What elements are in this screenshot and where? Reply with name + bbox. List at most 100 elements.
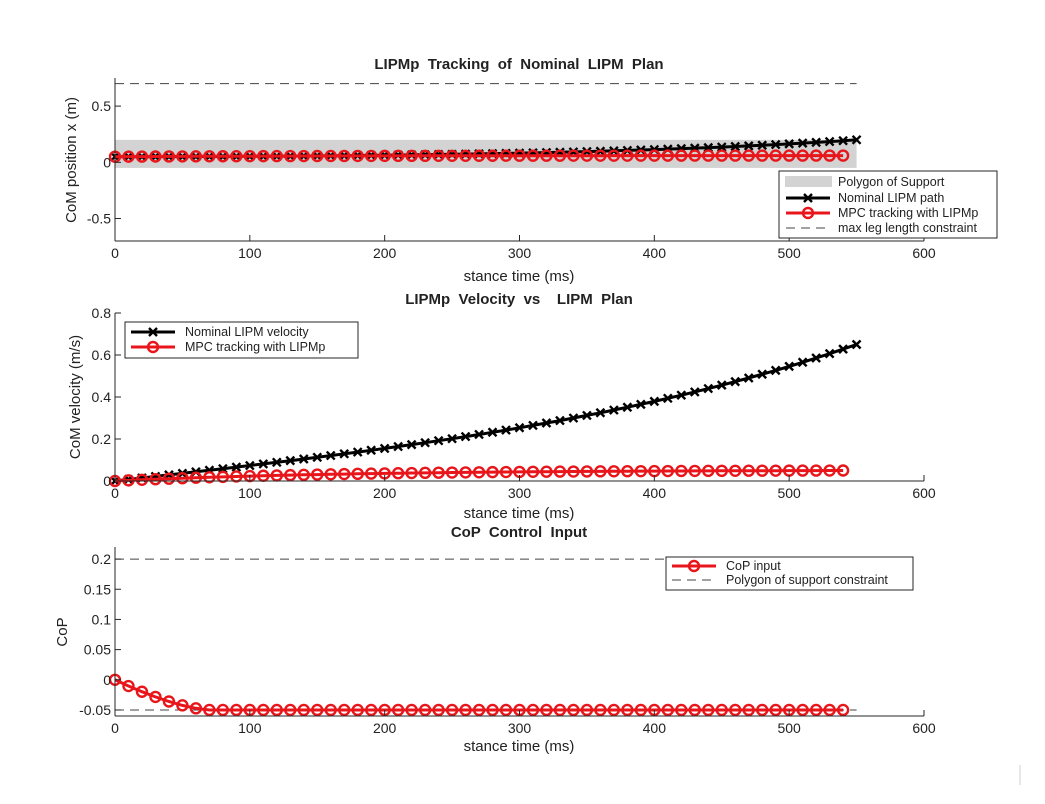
legend-marker-o	[687, 559, 701, 573]
data-point	[459, 703, 472, 717]
plot-area	[108, 83, 862, 242]
data-point	[702, 464, 715, 478]
data-point	[836, 703, 850, 717]
y-tick-label: -0.5	[87, 211, 111, 227]
data-point	[351, 149, 364, 163]
y-tick-label: 0.2	[92, 431, 112, 447]
data-point	[676, 390, 687, 401]
data-point	[609, 405, 619, 415]
data-point	[216, 703, 230, 717]
data-point	[595, 407, 606, 418]
data-point	[311, 149, 324, 163]
data-point	[312, 452, 323, 463]
y-tick-label: 0.6	[92, 347, 112, 363]
data-point	[769, 149, 782, 162]
y-tick-label: 0.1	[92, 611, 112, 627]
data-point	[378, 149, 391, 163]
plot-area	[108, 339, 862, 488]
y-tick-label: 0	[103, 154, 111, 170]
data-point	[418, 149, 432, 163]
data-point	[730, 141, 741, 152]
data-point	[162, 472, 176, 485]
data-point	[405, 466, 418, 480]
data-point	[472, 149, 486, 162]
data-point	[311, 468, 324, 481]
data-point	[594, 465, 607, 478]
data-point	[580, 465, 594, 478]
legend-marker-o	[146, 340, 160, 354]
data-point	[553, 465, 567, 478]
x-tick-label: 600	[912, 485, 936, 501]
data-point	[445, 703, 459, 717]
data-point	[391, 703, 405, 717]
data-point	[621, 149, 634, 162]
series-cop-input	[108, 673, 850, 717]
data-point	[285, 455, 296, 466]
data-point	[742, 149, 755, 162]
x-tick-label: 300	[508, 720, 532, 736]
legend: Nominal LIPM velocity MPC tracking with …	[124, 321, 359, 359]
data-point	[176, 150, 189, 163]
series-line	[114, 154, 844, 159]
data-point	[528, 420, 538, 431]
data-point	[486, 703, 499, 717]
data-point	[836, 149, 850, 162]
data-point	[135, 150, 149, 163]
data-point	[324, 468, 337, 481]
data-point	[621, 703, 634, 717]
data-point	[823, 703, 836, 717]
chart-panel-position: LIPMp Tracking of Nominal LIPM Plan 0 100…	[63, 56, 998, 285]
data-point	[567, 465, 580, 478]
data-point	[580, 149, 594, 162]
data-point	[445, 149, 459, 162]
data-point	[636, 399, 646, 410]
legend-marker-o	[801, 206, 815, 220]
chart-title: LIPMp Velocity vs LIPM Plan	[405, 291, 633, 308]
data-point	[580, 703, 594, 717]
data-point	[553, 149, 567, 162]
data-point	[836, 464, 850, 477]
data-point	[784, 361, 795, 372]
data-point	[824, 136, 835, 147]
x-tick-label: 200	[373, 720, 397, 736]
data-point	[757, 369, 768, 380]
x-tick-label: 500	[777, 245, 801, 261]
data-point	[486, 465, 499, 479]
data-point	[526, 465, 540, 478]
axis-ticks: 0 100 200 300 400 500 600 -0.5 0 0.5	[87, 98, 936, 261]
data-point	[459, 466, 472, 479]
data-point	[501, 425, 511, 435]
series-line	[114, 469, 844, 483]
y-tick-label: 0	[103, 473, 111, 489]
data-point	[162, 150, 176, 163]
data-point	[445, 466, 459, 479]
data-point	[176, 471, 189, 485]
data-point	[715, 149, 728, 162]
legend-label: CoP input	[726, 559, 781, 573]
data-point	[432, 466, 445, 479]
data-point	[661, 703, 675, 717]
y-tick-label: 0.2	[92, 551, 112, 567]
data-point	[176, 699, 189, 712]
data-point	[649, 396, 660, 407]
data-point	[351, 467, 364, 481]
x-tick-label: 400	[643, 245, 667, 261]
data-point	[338, 703, 351, 717]
legend-label: Nominal LIPM velocity	[185, 325, 309, 339]
x-tick-label: 500	[777, 485, 801, 501]
data-point	[487, 427, 498, 438]
data-point	[743, 373, 754, 383]
data-point	[689, 387, 700, 397]
data-point	[338, 149, 351, 163]
data-point	[122, 679, 135, 693]
data-point	[432, 149, 445, 163]
data-point	[459, 149, 472, 162]
data-point	[634, 149, 648, 162]
data-point	[702, 149, 715, 162]
y-axis-label: CoM position x (m)	[63, 97, 80, 223]
data-point	[743, 141, 754, 151]
data-point	[284, 468, 297, 482]
data-point	[607, 465, 621, 478]
data-point	[555, 415, 565, 426]
